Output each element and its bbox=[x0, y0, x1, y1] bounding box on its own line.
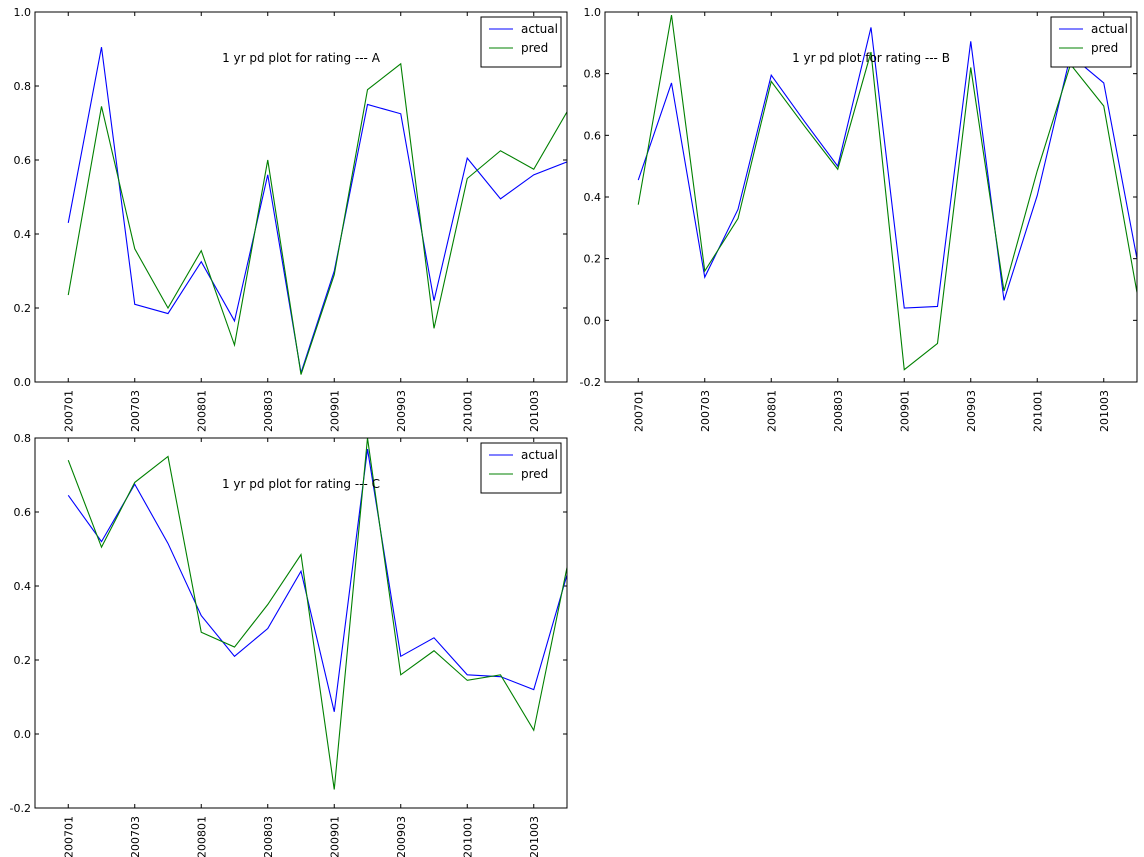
legend-label: actual bbox=[521, 22, 558, 36]
y-tick-label: 0.8 bbox=[14, 432, 32, 445]
legend-box bbox=[480, 16, 562, 68]
plot-frame bbox=[604, 11, 1138, 383]
x-tick-label: 200901 bbox=[328, 816, 341, 857]
y-tick-label: 0.6 bbox=[14, 154, 32, 167]
y-tick-label: 0.6 bbox=[584, 129, 602, 142]
x-tick-label: 200703 bbox=[129, 816, 142, 857]
x-tick-label: 200801 bbox=[195, 816, 208, 857]
x-tick-label: 200903 bbox=[395, 390, 408, 432]
y-tick-label: 1.0 bbox=[584, 6, 602, 19]
series-line bbox=[67, 47, 567, 373]
subplot: -0.2 0.0 0.2 0.4 0.6 0.8 1.0 200701 200703 200801… bbox=[580, 6, 1138, 432]
x-tick-label: 201003 bbox=[1098, 390, 1111, 432]
legend-label: actual bbox=[1091, 22, 1128, 36]
y-tick-label: 0.0 bbox=[14, 376, 32, 389]
x-tick-label: 201001 bbox=[461, 816, 474, 857]
x-tick-label: 200801 bbox=[195, 390, 208, 432]
y-tick-label: -0.2 bbox=[580, 376, 601, 389]
y-tick-label: 0.0 bbox=[14, 728, 32, 741]
series-line bbox=[637, 27, 1137, 309]
y-tick-label: 0.8 bbox=[14, 80, 32, 93]
y-tick-label: 0.0 bbox=[584, 314, 602, 327]
x-tick-label: 201003 bbox=[528, 816, 541, 857]
x-tick-label: 200701 bbox=[62, 390, 75, 432]
y-tick-label: 0.6 bbox=[14, 506, 32, 519]
subplot: 0.0 0.2 0.4 0.6 0.8 1.0 200701 200703 200801 2008… bbox=[14, 6, 568, 432]
series-line bbox=[637, 14, 1137, 371]
series-line bbox=[67, 438, 567, 790]
y-tick-label: 0.8 bbox=[584, 68, 602, 81]
x-tick-label: 200701 bbox=[62, 816, 75, 857]
legend-label: pred bbox=[1091, 41, 1118, 55]
y-tick-label: 0.2 bbox=[584, 253, 602, 266]
series-line bbox=[67, 62, 567, 375]
legend-label: pred bbox=[521, 41, 548, 55]
y-tick-label: 1.0 bbox=[14, 6, 32, 19]
x-tick-label: 200703 bbox=[699, 390, 712, 432]
legend-label: pred bbox=[521, 467, 548, 481]
x-tick-label: 200801 bbox=[765, 390, 778, 432]
x-tick-label: 200903 bbox=[395, 816, 408, 857]
x-tick-label: 200803 bbox=[262, 816, 275, 857]
chart-title: 1 yr pd plot for rating --- A bbox=[222, 51, 381, 65]
legend-label: actual bbox=[521, 448, 558, 462]
plot-frame bbox=[34, 11, 568, 383]
series-line bbox=[67, 449, 567, 712]
legend-box bbox=[480, 442, 562, 494]
x-tick-label: 200901 bbox=[898, 390, 911, 432]
y-tick-label: -0.2 bbox=[10, 802, 31, 815]
x-tick-label: 200901 bbox=[328, 390, 341, 432]
y-tick-label: 0.4 bbox=[14, 580, 32, 593]
y-tick-label: 0.2 bbox=[14, 654, 32, 667]
x-tick-label: 200803 bbox=[832, 390, 845, 432]
subplot: -0.2 0.0 0.2 0.4 0.6 0.8 200701 200703 200801 200… bbox=[10, 432, 568, 857]
chart-title: 1 yr pd plot for rating --- C bbox=[222, 477, 380, 491]
chart-title: 1 yr pd plot for rating --- B bbox=[792, 51, 950, 65]
x-tick-label: 201003 bbox=[528, 390, 541, 432]
legend-box bbox=[1050, 16, 1132, 68]
x-tick-label: 200701 bbox=[632, 390, 645, 432]
x-tick-label: 201001 bbox=[1031, 390, 1044, 432]
y-tick-label: 0.4 bbox=[14, 228, 32, 241]
y-tick-label: 0.4 bbox=[584, 191, 602, 204]
x-tick-label: 200803 bbox=[262, 390, 275, 432]
x-tick-label: 201001 bbox=[461, 390, 474, 432]
x-tick-label: 200703 bbox=[129, 390, 142, 432]
plot-frame bbox=[34, 437, 568, 809]
x-tick-label: 200903 bbox=[965, 390, 978, 432]
y-tick-label: 0.2 bbox=[14, 302, 32, 315]
